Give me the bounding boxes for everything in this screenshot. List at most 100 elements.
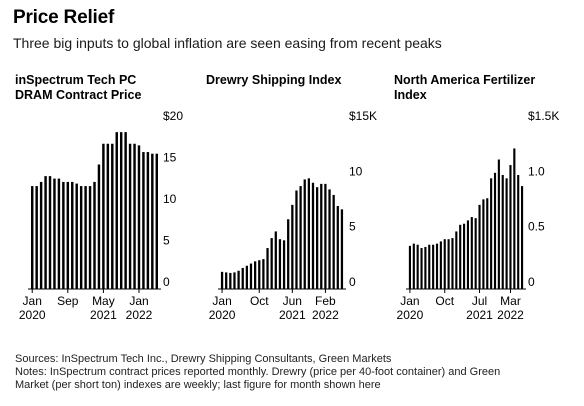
fertilizer-bar-0 bbox=[408, 245, 411, 289]
fertilizer-bar-13 bbox=[459, 224, 462, 289]
fertilizer-xtick-year-label: 2020 bbox=[397, 308, 424, 322]
fertilizer-xtick-year-label: 2022 bbox=[497, 308, 524, 322]
dram-bar-18 bbox=[111, 143, 114, 289]
shipping-ytick-label: $15K bbox=[349, 109, 377, 123]
dram-bar-10 bbox=[75, 183, 78, 289]
fertilizer-bar-10 bbox=[447, 239, 450, 289]
shipping-bar-8 bbox=[254, 261, 257, 289]
shipping-bar-22 bbox=[311, 182, 315, 289]
dram-ytick-label: 15 bbox=[163, 151, 177, 165]
shipping-bar-1 bbox=[225, 272, 228, 289]
shipping-bar-9 bbox=[258, 260, 261, 289]
fertilizer-bar-14 bbox=[463, 223, 466, 289]
dram-bar-0 bbox=[31, 186, 34, 289]
fertilizer-xtick-label: Jul bbox=[472, 294, 487, 308]
dram-bar-13 bbox=[88, 186, 92, 289]
fertilizer-bar-11 bbox=[451, 238, 454, 289]
shipping-bar-29 bbox=[340, 209, 344, 289]
shipping-xtick-year-label: 2022 bbox=[312, 308, 339, 322]
shipping-bar-7 bbox=[249, 263, 253, 289]
dram-ytick-label: 0 bbox=[163, 275, 170, 289]
dram-bar-4 bbox=[48, 176, 52, 289]
dram-bar-7 bbox=[62, 181, 65, 289]
dram-bar-1 bbox=[35, 186, 38, 289]
shipping-bar-27 bbox=[332, 194, 335, 289]
fertilizer-xtick-label: Jan bbox=[400, 294, 419, 308]
fertilizer-bar-20 bbox=[486, 198, 489, 289]
shipping-bar-12 bbox=[270, 238, 273, 289]
fertilizer-xtick-label: Mar bbox=[500, 294, 521, 308]
dram-bar-16 bbox=[102, 143, 105, 289]
shipping-bar-24 bbox=[320, 183, 323, 289]
fertilizer-bar-2 bbox=[416, 244, 419, 289]
dram-xtick-year-label: 2020 bbox=[19, 308, 46, 322]
dram-bar-28 bbox=[155, 153, 158, 289]
shipping-xtick-label: Jun bbox=[283, 294, 302, 308]
shipping-bar-0 bbox=[220, 271, 224, 289]
dram-bar-12 bbox=[84, 186, 87, 289]
dram-bar-24 bbox=[137, 145, 141, 289]
shipping-bar-2 bbox=[229, 272, 232, 289]
dram-bar-21 bbox=[124, 132, 127, 289]
dram-ytick-label: $20 bbox=[163, 109, 183, 123]
shipping-bar-3 bbox=[233, 272, 236, 289]
fertilizer-bar-18 bbox=[478, 204, 481, 289]
fertilizer-bar-19 bbox=[482, 199, 485, 289]
dram-bar-15 bbox=[97, 164, 101, 289]
fertilizer-bar-4 bbox=[424, 246, 427, 289]
dram-bar-23 bbox=[133, 143, 136, 289]
shipping-ytick-label: 5 bbox=[349, 220, 356, 234]
panel-title-fertilizer: North America Fertilizer Index bbox=[394, 73, 536, 102]
shipping-bar-15 bbox=[282, 240, 286, 289]
fertilizer-bar-8 bbox=[439, 241, 442, 289]
fertilizer-bar-27 bbox=[513, 148, 516, 289]
shipping-bar-18 bbox=[295, 190, 298, 289]
dram-bar-11 bbox=[79, 186, 83, 289]
dram-xtick-label: May bbox=[92, 294, 115, 308]
fertilizer-bar-24 bbox=[501, 175, 504, 289]
fertilizer-bar-12 bbox=[455, 231, 458, 289]
dram-xtick-label: Jan bbox=[129, 294, 148, 308]
fertilizer-bar-22 bbox=[493, 172, 497, 289]
dram-bar-3 bbox=[44, 176, 47, 289]
shipping-xtick-label: Jan bbox=[212, 294, 231, 308]
fertilizer-bar-5 bbox=[428, 244, 431, 289]
panel-title-dram: inSpectrum Tech PC DRAM Contract Price bbox=[15, 73, 142, 102]
shipping-xtick-year-label: 2020 bbox=[209, 308, 236, 322]
fertilizer-bar-17 bbox=[474, 218, 477, 289]
dram-xtick-label: Sep bbox=[57, 294, 79, 308]
shipping-ytick-label: 10 bbox=[349, 164, 363, 178]
fertilizer-bar-1 bbox=[412, 243, 415, 289]
fertilizer-bar-26 bbox=[509, 165, 512, 289]
shipping-bar-6 bbox=[245, 265, 248, 289]
shipping-bar-28 bbox=[336, 206, 339, 289]
dram-bar-6 bbox=[57, 178, 61, 289]
shipping-xtick-label: Feb bbox=[315, 294, 336, 308]
shipping-bar-21 bbox=[307, 178, 310, 289]
fertilizer-xtick-label: Oct bbox=[435, 294, 454, 308]
footer-notes-line2: Market (per short ton) indexes are weekl… bbox=[15, 379, 381, 391]
fertilizer-ytick-label: 0.5 bbox=[528, 220, 545, 234]
shipping-xtick-year-label: 2021 bbox=[279, 308, 306, 322]
dram-bar-2 bbox=[39, 181, 43, 289]
fertilizer-bar-28 bbox=[517, 175, 520, 289]
fertilizer-bar-3 bbox=[420, 248, 423, 289]
dram-xtick-label: Jan bbox=[23, 294, 42, 308]
dram-bar-27 bbox=[151, 153, 154, 289]
dram-xtick-year-label: 2022 bbox=[126, 308, 153, 322]
dram-bar-5 bbox=[53, 178, 56, 289]
dram-ytick-label: 10 bbox=[163, 192, 177, 206]
dram-bar-22 bbox=[128, 143, 132, 289]
shipping-bar-25 bbox=[324, 183, 327, 289]
shipping-bar-14 bbox=[278, 239, 282, 289]
fertilizer-ytick-label: $1.5K bbox=[528, 109, 559, 123]
dram-bar-26 bbox=[146, 152, 150, 289]
shipping-bar-4 bbox=[237, 270, 240, 289]
dram-bar-19 bbox=[115, 132, 118, 289]
fertilizer-bar-23 bbox=[497, 159, 500, 289]
fertilizer-bar-6 bbox=[432, 244, 435, 289]
dram-bar-14 bbox=[93, 181, 96, 289]
footer-sources: Sources: InSpectrum Tech Inc., Drewry Sh… bbox=[15, 353, 392, 365]
chart-title: Price Relief bbox=[13, 7, 115, 28]
